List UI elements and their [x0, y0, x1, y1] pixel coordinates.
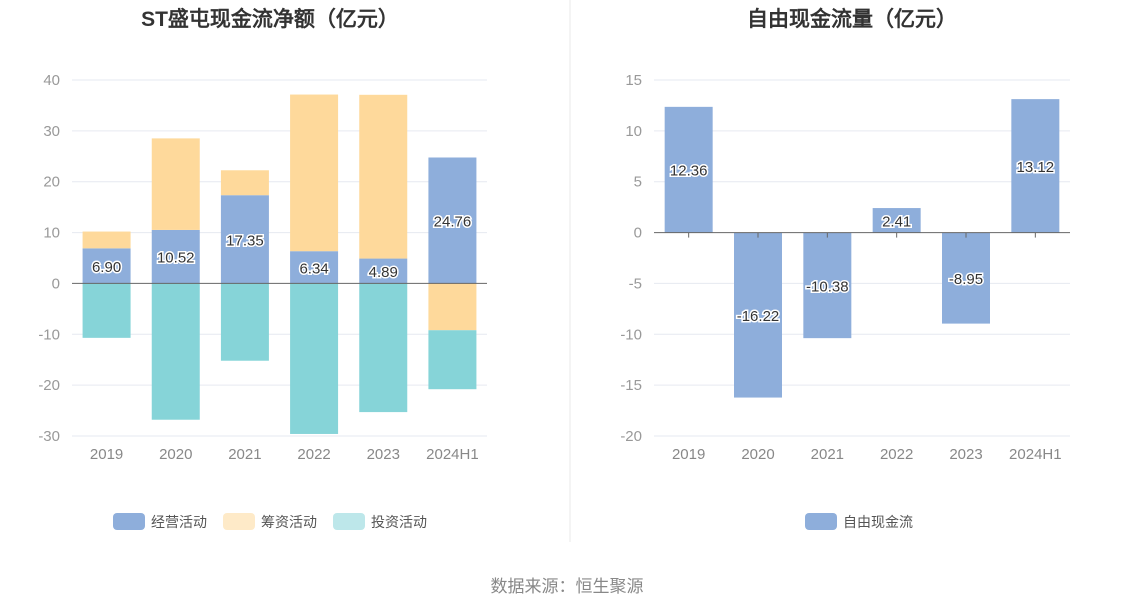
source-note: 数据来源：恒生聚源	[491, 577, 644, 596]
y-tick-label: -20	[620, 428, 642, 445]
y-tick-label: 5	[634, 174, 642, 191]
bar-2	[428, 283, 477, 331]
y-tick-label: 30	[43, 123, 60, 140]
bar-1	[872, 208, 921, 233]
bar-3	[151, 283, 200, 420]
x-tick-label: 2020	[741, 446, 774, 463]
bar-2	[359, 94, 408, 259]
bar-3	[220, 283, 269, 361]
y-tick-label: -30	[38, 428, 60, 445]
bar-1	[359, 258, 408, 284]
chart-1: 40 30 20 10 0 -10 -20 -30 2019 2020 2021 2022 2023 20…	[38, 72, 487, 530]
data-label: 12.36	[670, 163, 708, 180]
bar-1	[151, 229, 200, 284]
bar-2	[220, 170, 269, 196]
bar-1	[290, 251, 339, 284]
legend-label: 筹资活动	[261, 514, 317, 530]
data-label: 13.12	[1017, 159, 1055, 176]
y-tick-label: 0	[52, 275, 60, 292]
bar-1	[428, 157, 477, 284]
bar-1	[664, 106, 713, 233]
chart-title-right: 自由现金流量（亿元）	[747, 7, 957, 31]
data-label: 6.34	[299, 260, 328, 277]
bar-1	[1011, 99, 1060, 233]
x-tick-label: 2024H1	[1009, 446, 1062, 463]
legend-swatch	[113, 513, 145, 530]
legend: 自由现金流	[805, 513, 913, 530]
y-tick-label: 15	[625, 72, 642, 89]
x-tick-label: 2024H1	[426, 446, 479, 463]
bar-3	[82, 283, 131, 338]
y-tick-label: 10	[625, 123, 642, 140]
x-tick-label: 2021	[228, 446, 261, 463]
x-tick-label: 2020	[159, 446, 192, 463]
legend-swatch	[223, 513, 255, 530]
x-tick-label: 2019	[90, 446, 123, 463]
y-tick-label: -10	[38, 326, 60, 343]
y-tick-label: -10	[620, 326, 642, 343]
legend-label: 经营活动	[151, 514, 207, 530]
bar-1	[82, 248, 131, 284]
x-tick-label: 2022	[880, 446, 913, 463]
bar-2	[151, 138, 200, 230]
data-label: -10.38	[806, 278, 849, 295]
chart-title-left: ST盛屯现金流净额（亿元）	[141, 7, 399, 31]
legend: 经营活动 筹资活动 投资活动	[113, 513, 427, 530]
legend-label: 投资活动	[371, 514, 427, 530]
bar-1	[220, 195, 269, 284]
y-tick-label: 40	[43, 72, 60, 89]
data-label: 24.76	[434, 213, 472, 230]
y-tick-label: 0	[634, 225, 642, 242]
x-tick-label: 2023	[949, 446, 982, 463]
x-tick-label: 2023	[367, 446, 400, 463]
data-label: 4.89	[369, 264, 398, 281]
legend-swatch	[805, 513, 837, 530]
chart-2: 15 10 5 0 -5 -10 -15 -20 2019 2020 2021 2022 2023 202…	[620, 72, 1070, 530]
bar-1	[942, 232, 990, 324]
bar-2	[290, 94, 339, 252]
bar-3	[428, 330, 477, 390]
legend-swatch	[333, 513, 365, 530]
x-tick-label: 2022	[297, 446, 330, 463]
data-label: 10.52	[157, 250, 195, 267]
x-tick-label: 2019	[672, 446, 705, 463]
bar-1	[803, 232, 852, 339]
bar-3	[290, 283, 339, 434]
bar-2	[82, 231, 131, 249]
y-tick-label: -15	[620, 377, 642, 394]
bar-3	[359, 283, 408, 413]
y-tick-label: 10	[43, 225, 60, 242]
y-tick-label: -20	[38, 377, 60, 394]
data-label: 6.90	[92, 259, 121, 276]
legend-label: 自由现金流	[843, 514, 913, 530]
x-tick-label: 2021	[811, 446, 844, 463]
bar-1	[734, 232, 782, 398]
data-label: 2.41	[882, 213, 911, 230]
y-tick-label: -5	[629, 275, 642, 292]
data-label: -8.95	[949, 271, 983, 288]
data-label: 17.35	[226, 232, 264, 249]
y-tick-label: 20	[43, 174, 60, 191]
data-label: -16.22	[737, 308, 780, 325]
